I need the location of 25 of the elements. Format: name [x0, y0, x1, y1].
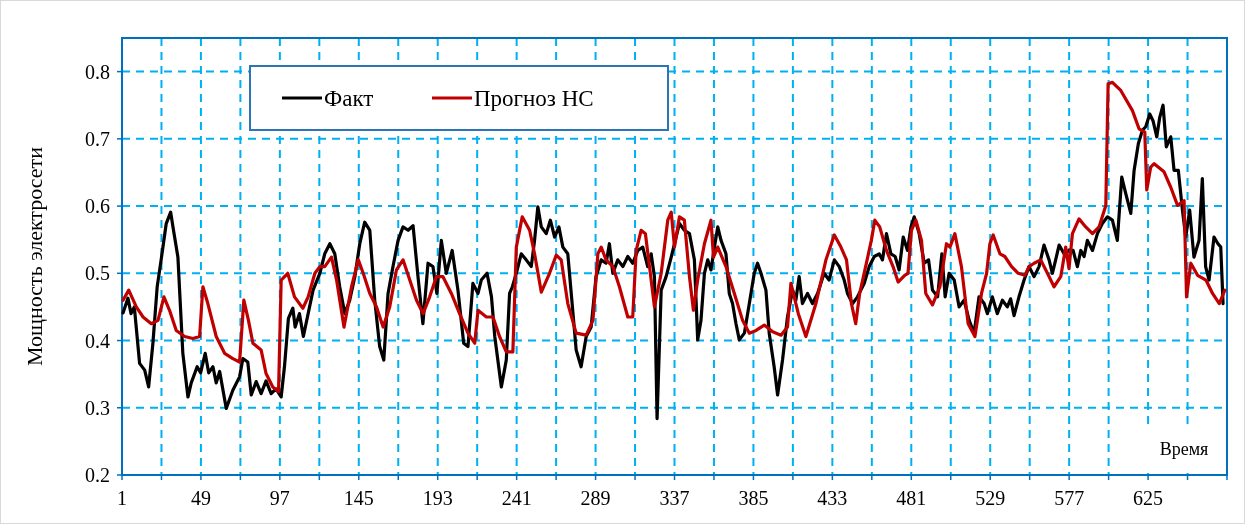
- x-tick-label: 385: [738, 487, 769, 509]
- y-tick-label: 0.3: [85, 396, 110, 419]
- y-tick-label: 0.5: [85, 262, 110, 285]
- x-tick-label: 289: [580, 487, 611, 509]
- legend-label: Факт: [324, 86, 374, 112]
- y-tick-label: 0.7: [85, 127, 110, 150]
- x-tick-label: 433: [817, 487, 848, 509]
- legend-label: Прогноз НС: [474, 86, 594, 112]
- x-tick-label: 49: [190, 487, 211, 509]
- x-tick-label: 481: [896, 487, 927, 509]
- x-tick-label: 529: [975, 487, 1006, 509]
- y-tick-label: 0.6: [85, 195, 110, 218]
- x-tick-label: 1: [117, 487, 127, 509]
- x-tick-label: 577: [1054, 487, 1085, 509]
- y-tick-label: 0.4: [85, 329, 110, 352]
- x-tick-label: 337: [659, 487, 690, 509]
- y-tick-label: 0.2: [85, 464, 110, 486]
- x-tick-label: 145: [343, 487, 374, 509]
- x-tick-label: 97: [269, 487, 290, 509]
- x-axis-title: Время: [1159, 439, 1209, 459]
- y-axis-title: Мощность электросети: [22, 146, 47, 366]
- x-tick-label: 241: [501, 487, 532, 509]
- x-tick-label: 625: [1133, 487, 1164, 509]
- y-tick-label: 0.8: [85, 60, 110, 83]
- x-tick-label: 193: [422, 487, 453, 509]
